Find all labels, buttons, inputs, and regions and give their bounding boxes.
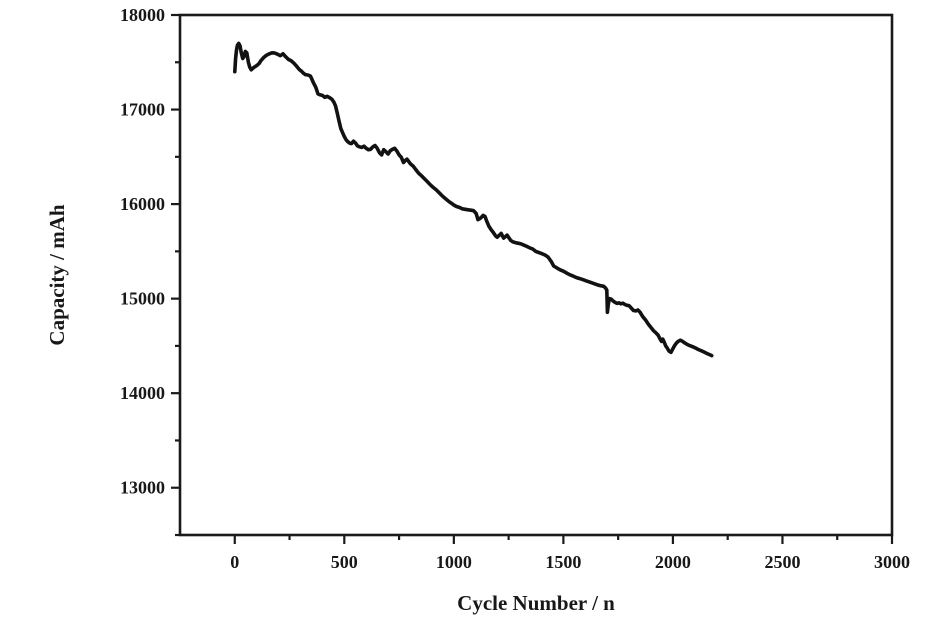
y-tick-label: 14000: [120, 383, 165, 403]
y-axis-title: Capacity / mAh: [45, 204, 69, 345]
y-tick-label: 18000: [120, 5, 165, 25]
axis-tick-labels: 0 500 1000 1500 2000 2500 3000 13000 14000 15000 1…: [120, 5, 910, 572]
x-tick-label: 1500: [545, 552, 581, 572]
capacity-trace-line: [233, 41, 714, 358]
x-tick-label: 1000: [436, 552, 472, 572]
x-tick-label: 2000: [655, 552, 691, 572]
x-tick-label: 0: [230, 552, 239, 572]
x-tick-label: 3000: [874, 552, 910, 572]
y-tick-label: 17000: [120, 100, 165, 120]
y-tick-label: 13000: [120, 478, 165, 498]
axis-ticks: [171, 13, 894, 544]
x-tick-label: 500: [331, 552, 358, 572]
data-series: [233, 41, 714, 358]
x-tick-label: 2500: [764, 552, 800, 572]
x-axis-title: Cycle Number / n: [457, 591, 615, 615]
y-tick-label: 16000: [120, 194, 165, 214]
plot-frame: [178, 13, 894, 537]
y-tick-label: 15000: [120, 289, 165, 309]
